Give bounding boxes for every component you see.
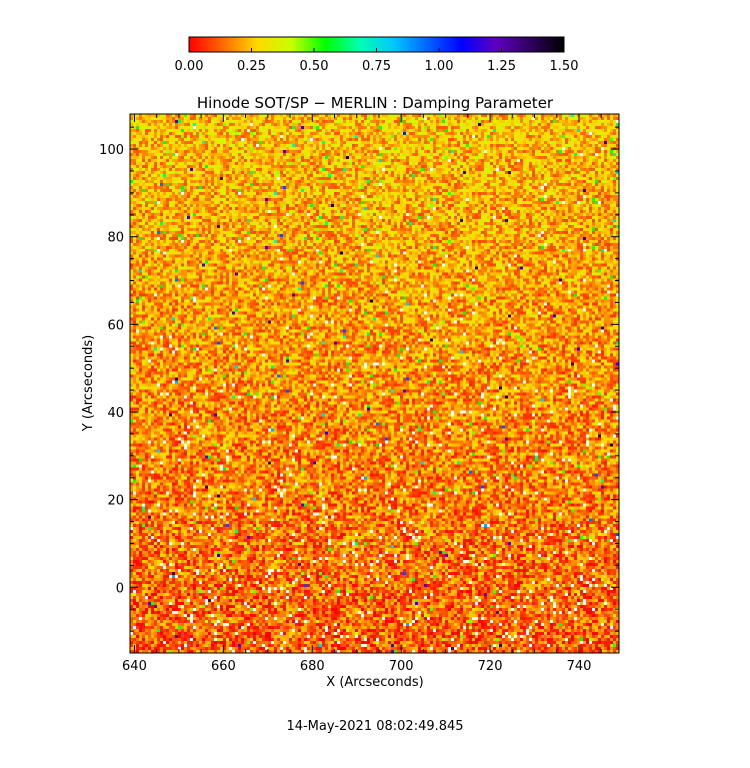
timestamp: 14-May-2021 08:02:49.845 [286, 719, 463, 734]
y-tick-label: 60 [107, 318, 124, 333]
x-tick-label: 680 [300, 659, 325, 674]
x-tick-label: 720 [478, 659, 503, 674]
plot-frame [129, 113, 620, 654]
x-tick-label: 640 [122, 659, 147, 674]
heatmap-cells [130, 114, 619, 653]
y-axis-label: Y (Arcseconds) [81, 335, 96, 432]
x-tick-label: 700 [389, 659, 414, 674]
colorbar-ticks: 0.00 0.25 0.50 0.75 1.00 1.25 1.50 [175, 48, 579, 74]
colorbar-tick-label: 0.25 [237, 59, 266, 74]
colorbar-tick-label: 0.00 [175, 59, 204, 74]
plot-area: 640 660 680 700 720 740 0 20 40 60 80 100 [99, 113, 620, 674]
y-tick-label: 0 [116, 581, 124, 596]
colorbar-tick-label: 0.75 [362, 59, 391, 74]
colorbar-tick-label: 0.50 [300, 59, 329, 74]
colorbar-tick-label: 1.50 [550, 59, 579, 74]
y-tick-label: 20 [107, 494, 124, 509]
y-tick-label: 80 [107, 231, 124, 246]
colorbar-tick-label: 1.00 [425, 59, 454, 74]
y-tick-label: 100 [99, 143, 124, 158]
x-axis-label: X (Arcseconds) [326, 675, 423, 690]
chart-title: Hinode SOT/SP − MERLIN : Damping Paramet… [197, 94, 554, 112]
colorbar-tick-label: 1.25 [487, 59, 516, 74]
y-tick-label: 40 [107, 406, 124, 421]
axis-ticks: 640 660 680 700 720 740 0 20 40 60 80 100 [99, 114, 619, 674]
x-tick-label: 660 [211, 659, 236, 674]
heatmap-image [130, 114, 619, 653]
x-tick-label: 740 [567, 659, 592, 674]
colorbar: 0.00 0.25 0.50 0.75 1.00 1.25 1.50 [175, 36, 579, 74]
